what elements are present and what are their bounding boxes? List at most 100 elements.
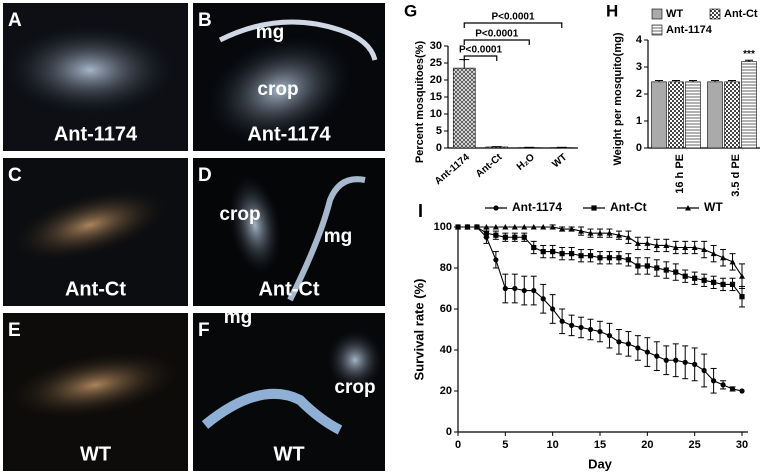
legend-swatch [709, 8, 721, 20]
y-tick-label: 40 [440, 344, 452, 356]
x-tick-label: 16 h PE [674, 154, 686, 194]
x-tick-label: WT [550, 152, 569, 170]
marker [635, 263, 641, 269]
specimen [11, 351, 179, 419]
photo-annotation: crop [257, 79, 298, 100]
y-tick-label: 30 [430, 40, 442, 52]
marker [625, 257, 631, 263]
y-tick-label: 4 [636, 34, 643, 46]
marker [616, 255, 622, 261]
marker [682, 273, 688, 279]
marker [568, 226, 575, 232]
specimen [5, 25, 175, 115]
significance-bracket [463, 39, 530, 45]
panel-label: B [198, 10, 212, 31]
panel-label: I [418, 201, 423, 221]
y-tick-label: 2 [636, 88, 642, 100]
y-axis-label: Weight per mosquito(mg) [612, 32, 624, 165]
marker [578, 324, 584, 331]
x-tick-label: Ant-1174 [433, 152, 472, 188]
marker [606, 333, 613, 339]
panel-label: C [8, 165, 22, 186]
panel-label: D [198, 165, 212, 186]
bar [707, 81, 723, 149]
marker [569, 322, 575, 328]
marker [720, 281, 726, 287]
x-tick-label: 10 [547, 439, 559, 451]
marker [597, 328, 603, 335]
marker [493, 232, 499, 238]
marker [521, 234, 527, 240]
marker [559, 226, 566, 232]
marker [521, 287, 527, 294]
marker [663, 357, 669, 363]
specimen [207, 36, 353, 144]
x-tick-label: H₂O [515, 152, 537, 173]
marker [739, 294, 745, 300]
marker [644, 263, 650, 269]
marker [492, 224, 499, 230]
photo-annotation: mg [224, 307, 253, 328]
significance-label: P<0.0001 [475, 29, 519, 40]
marker [625, 341, 632, 347]
marker [654, 265, 660, 271]
marker [720, 254, 727, 261]
marker [502, 285, 508, 292]
marker [473, 224, 480, 230]
marker [587, 326, 594, 333]
specimen [218, 19, 378, 61]
y-tick-label: 3 [636, 61, 642, 73]
marker [483, 224, 490, 230]
x-tick-label: 20 [641, 439, 653, 451]
y-tick-label: 15 [430, 91, 442, 103]
marker [493, 257, 499, 263]
photo-caption: WT [80, 443, 111, 465]
specimen [327, 330, 383, 390]
y-tick-label: 20 [440, 385, 452, 397]
legend-label: WT [704, 200, 723, 214]
panel-label: G [404, 1, 417, 20]
legend-swatch [651, 8, 663, 20]
marker [711, 378, 717, 384]
marker [606, 230, 613, 236]
marker [682, 359, 688, 365]
marker [483, 230, 489, 236]
legend-label: Ant-Ct [724, 8, 758, 20]
x-tick-label: 3.5 d PE [730, 154, 742, 197]
marker [464, 224, 471, 230]
marker [540, 249, 546, 255]
specimen [287, 176, 366, 302]
x-axis-label: Day [588, 456, 613, 471]
y-tick-label: 5 [436, 125, 442, 137]
panel-label: A [8, 10, 22, 31]
marker [692, 361, 698, 367]
marker [635, 345, 641, 351]
panel-label: E [8, 320, 21, 341]
y-tick-label: 100 [434, 221, 452, 233]
marker [739, 273, 745, 279]
marker [511, 224, 518, 230]
marker [692, 275, 698, 281]
y-axis-label: Survival rate (%) [411, 279, 426, 381]
marker [578, 228, 585, 234]
y-tick-label: 80 [440, 262, 452, 274]
marker [644, 240, 651, 246]
marker [521, 224, 528, 230]
y-tick-label: 20 [430, 74, 442, 86]
x-tick-label: 0 [455, 439, 461, 451]
error-bar [672, 80, 680, 82]
legend-label: Ant-1174 [512, 200, 562, 214]
marker [502, 234, 508, 240]
photo-annotation: crop [219, 204, 260, 225]
marker [720, 382, 726, 388]
marker [578, 253, 584, 259]
y-tick-label: 0 [436, 142, 442, 154]
y-tick-label: 0 [636, 142, 642, 154]
y-tick-label: 10 [430, 108, 442, 120]
x-tick-label: Ant-Ct [474, 151, 505, 179]
marker [606, 255, 613, 261]
bar [685, 81, 701, 149]
photo-caption: Ant-Ct [65, 278, 126, 300]
x-tick-label: 15 [594, 439, 606, 451]
y-tick-label: 0 [446, 426, 452, 438]
